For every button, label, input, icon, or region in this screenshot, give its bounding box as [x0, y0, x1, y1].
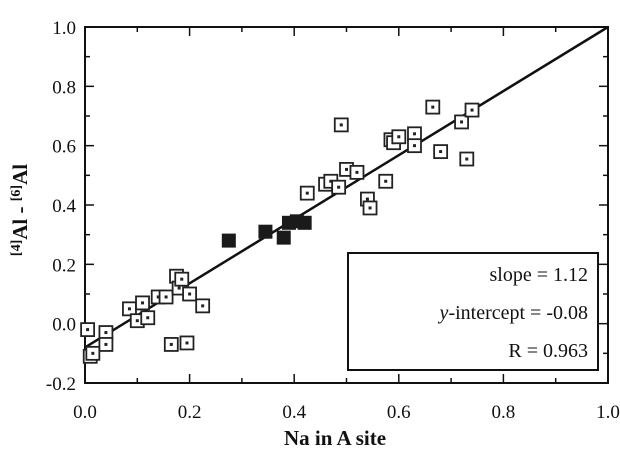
y-title-sup1: [4] — [9, 240, 24, 256]
x-tick-label: 0.2 — [178, 402, 202, 423]
open-square-dot — [465, 157, 469, 161]
open-square-dot — [339, 123, 343, 127]
y-tick-label: 0.8 — [52, 77, 76, 98]
y-tick-label: 1.0 — [52, 18, 76, 39]
open-square-point — [362, 200, 378, 216]
open-square-dot — [460, 120, 464, 124]
open-square-dot — [185, 341, 189, 345]
y-axis-title: [4]Al - [6]Al — [8, 164, 32, 256]
open-square-dot — [431, 105, 435, 109]
open-square-dot — [164, 295, 168, 299]
y-tick-labels: -0.2 0.0 0.2 0.4 0.6 0.8 1.0 — [46, 18, 77, 395]
open-square-point — [433, 144, 449, 160]
open-square-point — [135, 295, 150, 311]
y-tick-label: 0.4 — [52, 196, 76, 217]
open-square-point — [299, 185, 315, 201]
open-square-dot — [104, 342, 108, 346]
open-square-point — [464, 102, 480, 118]
filled-square-point — [221, 233, 236, 248]
open-square-dot — [397, 135, 401, 139]
x-axis-title: Na in A site — [284, 426, 386, 450]
slope-label: slope = 1.12 — [490, 264, 589, 286]
filled-square-point — [297, 215, 312, 230]
open-square-dot — [305, 191, 309, 195]
y-title-end: Al — [8, 164, 32, 185]
r-label: R = 0.963 — [508, 340, 588, 362]
open-square-dot — [180, 277, 184, 281]
x-tick-label: 0.0 — [73, 402, 97, 423]
x-tick-labels: 0.0 0.2 0.4 0.6 0.8 1.0 — [73, 402, 620, 423]
filled-square-point — [276, 230, 291, 245]
open-square-dot — [169, 342, 173, 346]
open-square-dot — [188, 292, 192, 296]
open-square-dot — [368, 206, 372, 210]
open-square-dot — [365, 197, 369, 201]
open-square-dot — [355, 170, 359, 174]
intercept-label: y-intercept = -0.08 — [438, 302, 588, 324]
intercept-italic-y: y — [438, 302, 449, 324]
open-square-dot — [156, 295, 160, 299]
open-square-dot — [337, 185, 341, 189]
open-square-point — [174, 271, 190, 287]
open-square-dot — [127, 307, 131, 311]
open-square-dot — [470, 108, 474, 112]
axis-ticks — [84, 26, 609, 384]
open-square-point — [195, 298, 211, 314]
y-tick-label: 0.0 — [52, 315, 76, 336]
y-tick-label: 0.2 — [52, 255, 76, 276]
open-square-point — [407, 138, 422, 154]
open-square-point — [98, 337, 114, 352]
open-square-dot — [439, 150, 443, 154]
filled-square-point — [258, 224, 273, 239]
x-tick-label: 0.6 — [387, 402, 411, 423]
open-square-point — [349, 164, 365, 180]
open-square-dot — [146, 316, 150, 320]
y-title-sup2: [6] — [9, 185, 24, 201]
y-tick-label: -0.2 — [46, 374, 76, 395]
x-tick-label: 0.4 — [282, 402, 306, 423]
open-square-point — [454, 114, 469, 130]
open-square-point — [331, 179, 347, 195]
stats-box — [347, 252, 599, 371]
open-square-dot — [135, 319, 139, 323]
open-square-point — [80, 322, 96, 338]
open-square-point — [182, 286, 198, 302]
open-square-point — [85, 345, 101, 361]
data-points — [80, 99, 480, 364]
y-tick-label: 0.6 — [52, 137, 76, 158]
open-square-dot — [329, 179, 333, 183]
open-square-point — [459, 151, 475, 167]
open-square-dot — [91, 351, 95, 355]
open-square-point — [158, 289, 174, 305]
open-square-point — [391, 129, 407, 145]
open-square-point — [179, 335, 195, 351]
open-square-point — [378, 173, 394, 189]
open-square-point — [333, 117, 349, 133]
open-square-dot — [201, 304, 205, 308]
open-square-point — [425, 99, 441, 115]
open-square-point — [140, 310, 156, 326]
open-square-point — [163, 337, 179, 352]
intercept-text: -intercept = -0.08 — [448, 302, 588, 324]
open-square-dot — [177, 286, 181, 290]
open-square-dot — [141, 301, 145, 305]
open-square-dot — [345, 167, 348, 171]
y-title-mid: Al - — [8, 201, 32, 240]
open-square-dot — [86, 328, 90, 332]
x-tick-label: 0.8 — [492, 402, 516, 423]
open-square-dot — [104, 331, 108, 335]
open-square-dot — [384, 179, 388, 183]
open-square-dot — [412, 132, 416, 136]
open-square-dot — [412, 144, 416, 148]
x-tick-label: 1.0 — [596, 402, 620, 423]
